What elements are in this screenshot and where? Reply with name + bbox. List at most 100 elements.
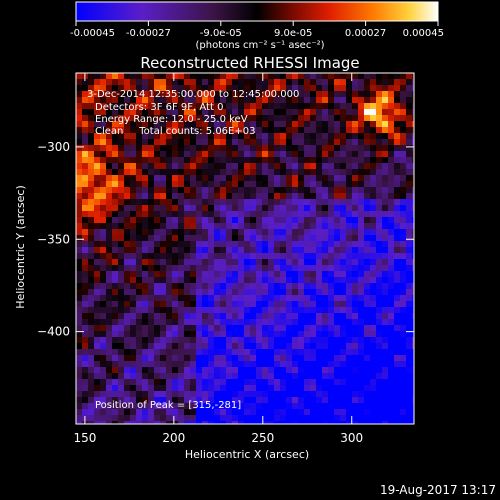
heatmap-cell	[352, 373, 358, 379]
heatmap-cell	[304, 337, 310, 343]
heatmap-cell	[352, 145, 358, 151]
heatmap-cell	[232, 127, 238, 133]
heatmap-cell	[346, 307, 352, 313]
heatmap-cell	[388, 121, 394, 127]
heatmap-cell	[304, 265, 310, 271]
heatmap-cell	[406, 307, 412, 313]
heatmap-cell	[184, 313, 190, 319]
heatmap-cell	[76, 397, 82, 403]
x-tick-label: 250	[251, 431, 274, 445]
heatmap-cell	[394, 253, 400, 259]
heatmap-cell	[124, 235, 130, 241]
heatmap-cell	[88, 337, 94, 343]
heatmap-cell	[130, 193, 136, 199]
heatmap-cell	[352, 193, 358, 199]
heatmap-cell	[238, 397, 244, 403]
heatmap-cell	[340, 403, 346, 409]
heatmap-cell	[346, 259, 352, 265]
heatmap-cell	[400, 283, 406, 289]
heatmap-cell	[226, 133, 232, 139]
heatmap-cell	[394, 373, 400, 379]
heatmap-cell	[280, 157, 286, 163]
heatmap-cell	[106, 103, 112, 109]
heatmap-cell	[82, 187, 88, 193]
heatmap-cell	[364, 133, 370, 139]
heatmap-cell	[196, 181, 202, 187]
heatmap-cell	[340, 169, 346, 175]
heatmap-cell	[100, 217, 106, 223]
heatmap-cell	[352, 169, 358, 175]
heatmap-cell	[250, 271, 256, 277]
heatmap-cell	[304, 139, 310, 145]
heatmap-cell	[172, 397, 178, 403]
heatmap-cell	[376, 295, 382, 301]
heatmap-cell	[322, 295, 328, 301]
heatmap-cell	[112, 397, 118, 403]
heatmap-cell	[286, 283, 292, 289]
heatmap-cell	[352, 415, 358, 421]
heatmap-cell	[130, 115, 136, 121]
heatmap-cell	[226, 241, 232, 247]
heatmap-cell	[202, 235, 208, 241]
heatmap-cell	[136, 79, 142, 85]
heatmap-cell	[196, 385, 202, 391]
heatmap-cell	[214, 223, 220, 229]
heatmap-cell	[394, 337, 400, 343]
heatmap-cell	[364, 379, 370, 385]
heatmap-cell	[334, 109, 340, 115]
heatmap-cell	[316, 343, 322, 349]
heatmap-cell	[256, 103, 262, 109]
heatmap-cell	[328, 103, 334, 109]
heatmap-cell	[88, 403, 94, 409]
heatmap-cell	[76, 301, 82, 307]
heatmap-cell	[94, 133, 100, 139]
heatmap-cell	[166, 133, 172, 139]
heatmap-cell	[280, 133, 286, 139]
heatmap-cell	[334, 115, 340, 121]
heatmap-cell	[382, 409, 388, 415]
heatmap-cell	[280, 349, 286, 355]
heatmap-cell	[154, 415, 160, 421]
heatmap-cell	[214, 349, 220, 355]
heatmap-cell	[268, 217, 274, 223]
heatmap-cell	[364, 205, 370, 211]
heatmap-cell	[412, 349, 414, 355]
heatmap-cell	[346, 247, 352, 253]
heatmap-cell	[346, 325, 352, 331]
heatmap-cell	[274, 283, 280, 289]
heatmap-cell	[130, 103, 136, 109]
heatmap-cell	[364, 349, 370, 355]
heatmap-cell	[370, 247, 376, 253]
heatmap-cell	[124, 223, 130, 229]
heatmap-cell	[316, 337, 322, 343]
heatmap-cell	[382, 391, 388, 397]
heatmap-cell	[118, 133, 124, 139]
heatmap-cell	[76, 79, 82, 85]
heatmap-cell	[184, 385, 190, 391]
heatmap-cell	[370, 229, 376, 235]
heatmap-cell	[262, 181, 268, 187]
heatmap-cell	[292, 73, 298, 79]
heatmap-cell	[322, 181, 328, 187]
heatmap-cell	[322, 217, 328, 223]
heatmap-cell	[154, 379, 160, 385]
heatmap-cell	[316, 241, 322, 247]
heatmap-cell	[208, 277, 214, 283]
heatmap-cell	[256, 145, 262, 151]
heatmap-cell	[118, 271, 124, 277]
heatmap-cell	[298, 187, 304, 193]
heatmap-cell	[298, 181, 304, 187]
heatmap-cell	[370, 313, 376, 319]
heatmap-cell	[154, 373, 160, 379]
heatmap-cell	[316, 373, 322, 379]
heatmap-cell	[160, 361, 166, 367]
heatmap-cell	[328, 361, 334, 367]
heatmap-cell	[82, 97, 88, 103]
heatmap-cell	[166, 235, 172, 241]
heatmap-cell	[400, 217, 406, 223]
heatmap-cell	[376, 229, 382, 235]
heatmap-cell	[76, 259, 82, 265]
heatmap-cell	[88, 235, 94, 241]
heatmap-cell	[172, 409, 178, 415]
heatmap-cell	[160, 379, 166, 385]
